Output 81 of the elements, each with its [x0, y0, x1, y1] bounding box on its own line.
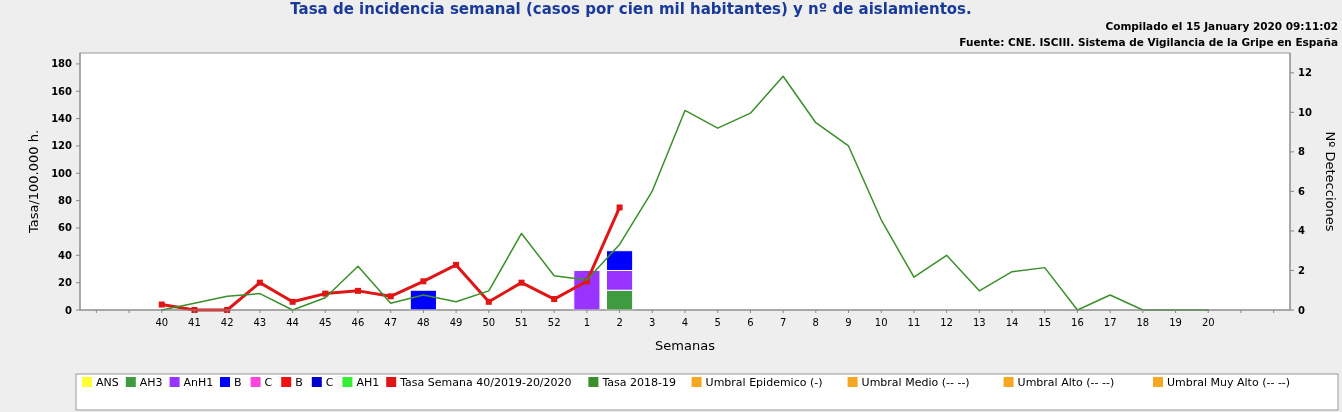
legend-label: Tasa Semana 40/2019-20/2020 [399, 376, 572, 389]
x-tick-label: 19 [1169, 317, 1182, 328]
y-tick-label: 0 [65, 304, 73, 316]
y-tick-label: 100 [51, 167, 73, 179]
x-tick-label: 7 [779, 317, 787, 328]
legend-label: Umbral Muy Alto (-- --) [1167, 376, 1291, 389]
x-tick-label: 52 [547, 317, 561, 328]
x-tick-label: 40 [155, 317, 169, 328]
x-tick-label: 12 [940, 317, 953, 328]
point [289, 298, 296, 305]
x-tick-label: 47 [384, 317, 398, 328]
x-tick-label: 15 [1038, 317, 1052, 328]
x-tick-label: 45 [318, 317, 332, 328]
point [616, 204, 623, 211]
y2-tick-label: 6 [1298, 185, 1305, 197]
x-tick-label: 18 [1136, 317, 1150, 328]
y-tick-label: 40 [58, 249, 73, 261]
y-tick-label: 60 [58, 222, 73, 234]
point [158, 301, 165, 308]
x-tick-label: 42 [220, 317, 234, 328]
y2-tick-label: 8 [1298, 146, 1305, 158]
legend-label: Umbral Epidemico (-) [705, 376, 823, 389]
x-tick-label: 11 [907, 317, 921, 328]
x-tick-label: 44 [286, 317, 299, 328]
point [453, 261, 460, 268]
legend-label: ANS [96, 376, 119, 389]
y-tick-label: 80 [58, 195, 73, 207]
source-note: Fuente: CNE. ISCIII. Sistema de Vigilancia de la Gripe en España [959, 36, 1338, 48]
x-tick-label: 48 [417, 317, 430, 328]
y-tick-label: 20 [58, 277, 73, 289]
x-tick-label: 8 [812, 317, 819, 328]
point [256, 279, 263, 286]
x-tick-label: 4 [681, 317, 689, 328]
legend-label: C [325, 376, 334, 389]
x-tick-label: 9 [845, 317, 852, 328]
x-tick-label: 13 [972, 317, 986, 328]
point [551, 296, 558, 303]
x-tick-label: 10 [874, 317, 888, 328]
legend-label: AnH1 [183, 376, 214, 389]
x-tick-label: 41 [188, 317, 201, 328]
x-tick-label: 17 [1103, 317, 1117, 328]
x-tick-label: 5 [714, 317, 721, 328]
x-tick-label: 6 [747, 317, 754, 328]
y2-tick-label: 10 [1298, 106, 1312, 118]
y2-tick-label: 0 [1298, 304, 1305, 316]
y-tick-label: 180 [51, 58, 73, 70]
x-tick-label: 46 [351, 317, 365, 328]
y2-tick-label: 4 [1298, 225, 1305, 237]
legend-label: Tasa 2018-19 [601, 376, 676, 389]
y-tick-label: 140 [51, 113, 73, 125]
x-tick-label: 43 [253, 317, 267, 328]
x-tick-label: 3 [649, 317, 656, 328]
legend-label: B [295, 376, 303, 389]
point [354, 287, 361, 294]
point [420, 278, 427, 285]
legend-label: Umbral Medio (-- --) [861, 376, 970, 389]
legend-label: B [234, 376, 242, 389]
x-tick-label: 2 [616, 317, 623, 328]
x-tick-label: 1 [583, 317, 591, 328]
x-tick-label: 20 [1201, 317, 1215, 328]
x-tick-label: 50 [482, 317, 496, 328]
legend-label: AH1 [356, 376, 380, 389]
x-axis-title: Semanas [655, 338, 716, 353]
chart-title: Tasa de incidencia semanal (casos por cien mil habitantes) y nº de aislamientos. [290, 0, 972, 18]
point [518, 279, 525, 286]
legend-label: C [264, 376, 273, 389]
y-axis-title: Tasa/100.000 h. [26, 129, 41, 235]
legend-label: AH3 [139, 376, 163, 389]
x-tick-label: 51 [515, 317, 528, 328]
point [485, 298, 492, 305]
y2-axis-title: Nº Detecciones [1323, 131, 1338, 232]
x-tick-label: 16 [1071, 317, 1084, 328]
y2-tick-label: 12 [1298, 67, 1312, 79]
x-tick-label: 14 [1005, 317, 1019, 328]
x-tick-label: 49 [449, 317, 463, 328]
y-tick-label: 120 [51, 140, 73, 152]
point [387, 293, 394, 300]
text: Compilado el 15 January 2020 09:11:02 [1105, 20, 1338, 32]
y2-tick-label: 2 [1298, 264, 1305, 276]
y-tick-label: 160 [51, 85, 73, 97]
legend-label: Umbral Alto (-- --) [1017, 376, 1115, 389]
